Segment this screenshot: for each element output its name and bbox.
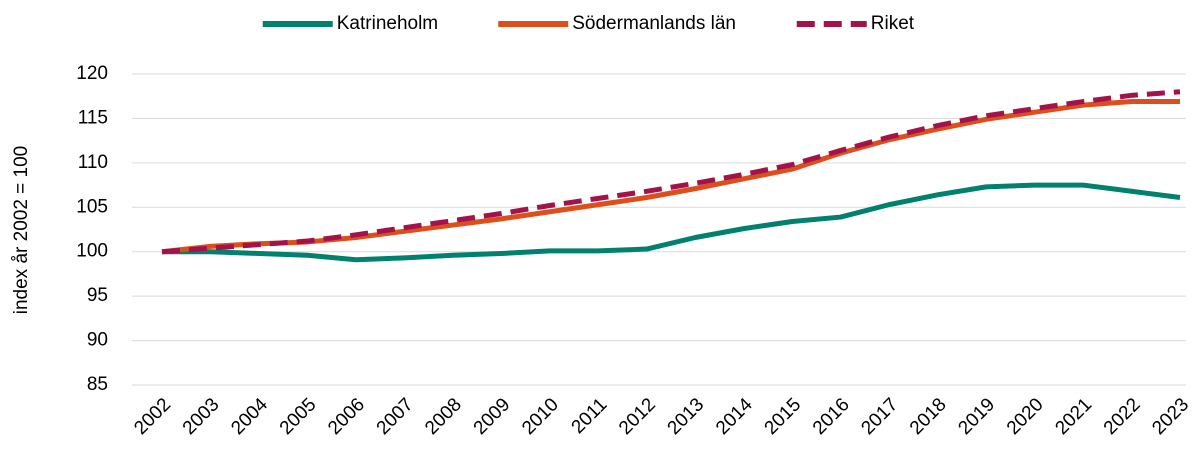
legend-label: Katrineholm: [337, 13, 438, 34]
x-tick-label: 2008: [421, 394, 466, 439]
y-tick-label: 95: [87, 285, 108, 306]
y-tick-label: 85: [87, 374, 108, 395]
series-line: [162, 182, 1181, 263]
y-tick-label: 115: [78, 107, 108, 128]
y-tick-label: 120: [76, 63, 108, 84]
x-tick-label: 2016: [809, 394, 854, 439]
x-tick-label: 2022: [1100, 394, 1145, 439]
x-tick-label: 2002: [130, 394, 175, 439]
x-tick-label: 2011: [568, 394, 612, 438]
series-line: [161, 99, 1180, 255]
x-tick-label: 2019: [954, 394, 999, 439]
x-tick-label: 2005: [276, 394, 321, 439]
x-tick-label: 2015: [761, 394, 806, 439]
legend-label: Riket: [871, 13, 915, 34]
y-tick-label: 90: [87, 330, 108, 351]
x-tick-label: 2003: [179, 394, 224, 439]
y-axis-label: index år 2002 = 100: [11, 146, 32, 315]
series-line: [161, 89, 1181, 255]
x-tick-label: 2004: [227, 394, 272, 439]
x-tick-label: 2006: [324, 394, 369, 439]
y-tick-label: 105: [76, 196, 108, 217]
y-tick-label: 110: [78, 152, 108, 173]
x-tick-label: 2020: [1003, 394, 1048, 439]
x-tick-label: 2007: [373, 394, 418, 439]
x-tick-label: 2021: [1051, 394, 1096, 439]
x-tick-label: 2018: [906, 394, 951, 439]
legend-label: Södermanlands län: [572, 13, 736, 34]
x-tick-label: 2009: [470, 394, 515, 439]
x-tick-label: 2017: [857, 394, 902, 439]
y-tick-label: 100: [76, 241, 108, 262]
x-tick-label: 2013: [664, 394, 709, 439]
x-tick-label: 2014: [712, 394, 757, 439]
x-tick-label: 2012: [615, 394, 660, 439]
x-tick-label: 2010: [518, 394, 563, 439]
x-tick-label: 2023: [1148, 394, 1192, 439]
